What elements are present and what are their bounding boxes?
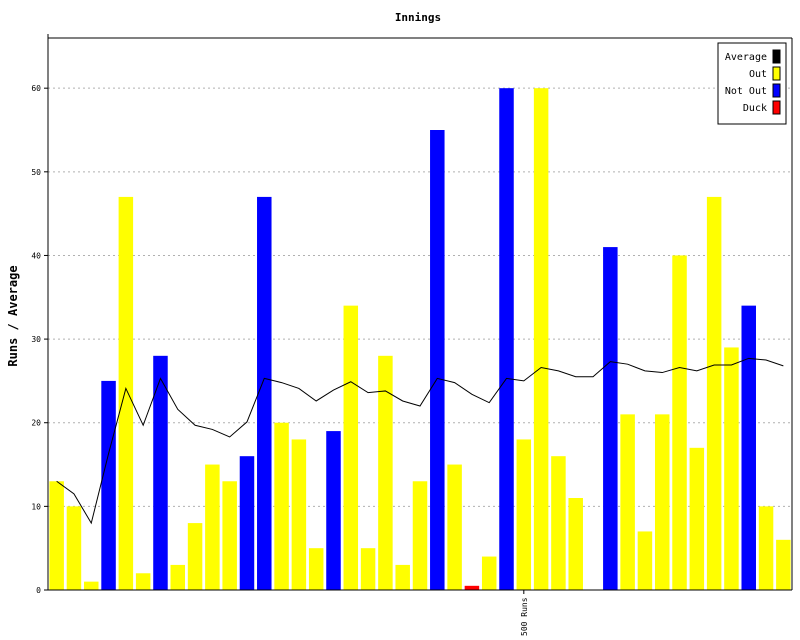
y-tick-label: 50 [31, 168, 41, 177]
bar-not-out [499, 88, 514, 591]
legend-label: Duck [743, 103, 767, 114]
legend-label: Not Out [725, 86, 767, 97]
legend: Average Out Not Out Duck [717, 42, 787, 125]
bar-out [724, 347, 739, 590]
bar-out [481, 556, 497, 590]
bar-out [533, 88, 549, 591]
bar-out [135, 573, 151, 590]
bar-out [343, 305, 359, 590]
bar-out [620, 414, 635, 590]
bar-out [758, 506, 774, 590]
y-tick-label: 0 [36, 586, 41, 595]
bar-out [447, 464, 462, 590]
legend-swatch [772, 83, 781, 98]
bar-not-out [430, 130, 445, 590]
bar-out [706, 196, 722, 590]
y-axis-label: Runs / Average [6, 265, 20, 366]
bar-not-out [257, 196, 272, 590]
y-tick-label: 30 [31, 335, 41, 344]
bars-layer [49, 88, 791, 591]
legend-label: Out [749, 69, 767, 80]
bar-not-out [101, 380, 116, 590]
bar-out [551, 456, 566, 590]
bar-out [222, 481, 237, 590]
bar-out [66, 506, 82, 590]
average-line-layer [56, 357, 784, 525]
bar-out [170, 564, 186, 590]
chart-title: Innings [395, 11, 441, 24]
bar-out [205, 464, 220, 590]
bar-out [84, 581, 99, 590]
legend-label: Average [725, 52, 767, 63]
bar-out [49, 481, 64, 590]
bar-out [291, 439, 307, 590]
bar-not-out [153, 355, 168, 590]
legend-swatch [772, 100, 781, 115]
legend-swatch [772, 49, 781, 64]
axes: 0 10 20 30 40 50 60 [31, 34, 793, 595]
legend-swatch [772, 66, 781, 81]
bar-not-out [326, 431, 341, 590]
bar-out [516, 439, 532, 590]
bar-out [274, 422, 289, 590]
bar-out [378, 355, 393, 590]
bar-out [360, 548, 376, 590]
y-tick-label: 60 [31, 84, 41, 93]
bar-out [637, 531, 653, 590]
annotation-label: 500 Runs [520, 597, 529, 636]
bar-out [118, 196, 134, 590]
bar-out [776, 539, 791, 590]
bar-out [672, 255, 687, 590]
annotations: 500 Runs [520, 590, 529, 636]
y-tick-label: 40 [31, 251, 41, 260]
bar-duck [464, 585, 480, 590]
y-tick-label: 20 [31, 419, 41, 428]
bar-out [689, 447, 705, 590]
average-line [56, 357, 784, 525]
bar-out [187, 523, 203, 590]
bar-not-out [603, 247, 618, 590]
bar-out [568, 498, 583, 590]
y-tick-label: 10 [31, 502, 41, 511]
bar-not-out [239, 456, 255, 590]
bar-not-out [741, 305, 756, 590]
bar-out [308, 548, 324, 590]
bar-out [395, 564, 410, 590]
bar-out [412, 481, 428, 590]
bar-out [654, 414, 670, 590]
